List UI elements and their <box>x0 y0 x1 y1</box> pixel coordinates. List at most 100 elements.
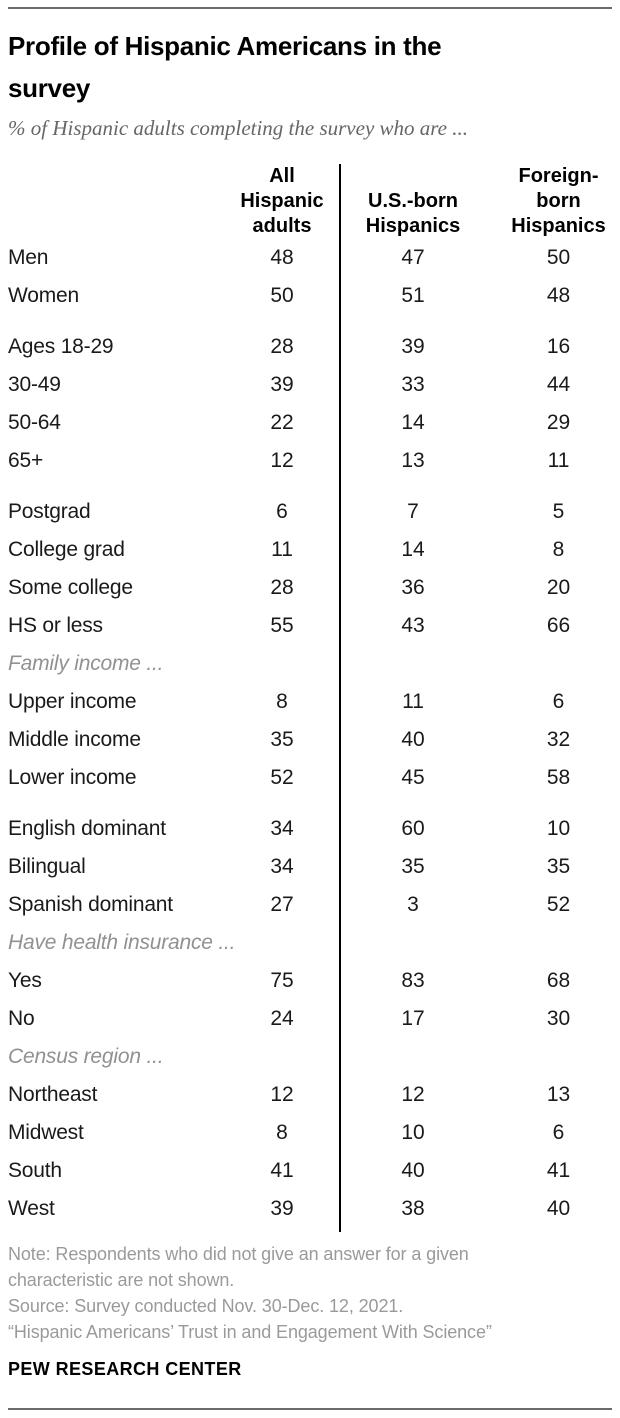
cell-value: 28 <box>270 576 294 599</box>
table-row: English dominant 34 60 10 <box>8 810 612 848</box>
cell-value: 22 <box>270 411 294 434</box>
table-row: Middle income 35 40 32 <box>8 721 612 759</box>
cell-value: 40 <box>546 1197 571 1220</box>
cell-value: 41 <box>270 1159 294 1182</box>
row-label: College grad <box>8 538 125 561</box>
cell-value: 48 <box>546 284 571 307</box>
cell-value: 8 <box>552 538 565 561</box>
row-label: English dominant <box>8 817 166 840</box>
row-label: Middle income <box>8 728 141 751</box>
cell-value: 50 <box>270 284 294 307</box>
cell-value: 7 <box>407 500 419 523</box>
cell-value: 38 <box>401 1197 425 1220</box>
cell-value: 51 <box>401 284 425 307</box>
row-label: 50-64 <box>8 411 61 434</box>
cell-value: 11 <box>402 690 424 713</box>
source-text: Source: Survey conducted Nov. 30-Dec. 12… <box>8 1296 404 1316</box>
cell-value: 14 <box>401 411 425 434</box>
table-row: Postgrad 6 7 5 <box>8 493 612 531</box>
cell-value: 30 <box>546 1007 571 1030</box>
cell-value: 75 <box>270 969 294 992</box>
cell-value: 28 <box>270 335 294 358</box>
cell-value: 14 <box>401 538 425 561</box>
cell-value: 45 <box>401 766 425 789</box>
row-label: Some college <box>8 576 133 599</box>
pew-research-center-logo: PEW RESEARCH CENTER <box>8 1359 242 1379</box>
cell-value: 35 <box>270 728 294 751</box>
profile-table: All Hispanic adults U.S.-born Hispanics Fo… <box>8 164 612 1232</box>
cell-value: 34 <box>270 817 294 840</box>
row-label: 30-49 <box>8 373 61 396</box>
row-label: Women <box>8 284 79 307</box>
cell-value: 43 <box>401 614 425 637</box>
cell-value: 6 <box>276 500 288 523</box>
table-row: 65+ 12 13 11 <box>8 442 612 480</box>
cell-value: 36 <box>401 576 425 599</box>
table-row: West 39 38 40 <box>8 1190 612 1228</box>
cell-value: 13 <box>546 1083 571 1106</box>
row-label: Upper income <box>8 690 137 713</box>
cell-value: 52 <box>270 766 294 789</box>
note-text: Note: Respondents who did not give an an… <box>8 1244 469 1290</box>
cell-value: 24 <box>270 1007 294 1030</box>
table-row: Men 48 47 50 <box>8 239 612 277</box>
cell-value: 12 <box>270 449 294 472</box>
cell-value: 34 <box>270 855 294 878</box>
table-row: Bilingual 34 35 35 <box>8 848 612 886</box>
top-rule <box>8 7 612 9</box>
cell-value: 48 <box>270 246 294 269</box>
cell-value: 5 <box>552 500 565 523</box>
section-label-row: Census region ... <box>8 1038 612 1076</box>
cell-value: 12 <box>401 1083 425 1106</box>
row-label: Ages 18-29 <box>8 335 114 358</box>
cell-value: 40 <box>401 1159 425 1182</box>
row-label: Yes <box>8 969 42 992</box>
table-row: Spanish dominant 27 3 52 <box>8 886 612 924</box>
cell-value: 6 <box>552 690 565 713</box>
cell-value: 55 <box>270 614 294 637</box>
row-label: South <box>8 1159 62 1182</box>
row-label: Northeast <box>8 1083 98 1106</box>
cell-value: 39 <box>401 335 425 358</box>
table-body: Men 48 47 50 Women 50 51 48 Ages 18-29 28 39 16 30-4… <box>8 239 612 1228</box>
report-title-quote: “Hispanic Americans’ Trust in and Engage… <box>8 1322 492 1342</box>
row-label: HS or less <box>8 614 103 637</box>
column-header: All Hispanic adults <box>240 165 324 237</box>
table-row: 50-64 22 14 29 <box>8 404 612 442</box>
cell-value: 10 <box>546 817 571 840</box>
row-label: Spanish dominant <box>8 893 173 916</box>
cell-value: 11 <box>547 449 570 472</box>
table-row: South 41 40 41 <box>8 1152 612 1190</box>
cell-value: 10 <box>401 1121 425 1144</box>
table-row: Some college 28 36 20 <box>8 569 612 607</box>
cell-value: 16 <box>546 335 571 358</box>
cell-value: 35 <box>546 855 571 878</box>
cell-value: 66 <box>546 614 571 637</box>
section-label-row: Family income ... <box>8 645 612 683</box>
table-row: Lower income 52 45 58 <box>8 759 612 797</box>
row-label: West <box>8 1197 55 1220</box>
cell-value: 52 <box>546 893 571 916</box>
table-header: All Hispanic adults U.S.-born Hispanics Fo… <box>8 164 612 239</box>
cell-value: 6 <box>552 1121 565 1144</box>
table-row: Yes 75 83 68 <box>8 962 612 1000</box>
cell-value: 27 <box>270 893 294 916</box>
table-row: Ages 18-29 28 39 16 <box>8 328 612 366</box>
cell-value: 35 <box>401 855 425 878</box>
cell-value: 47 <box>401 246 425 269</box>
column-header: U.S.-born Hispanics <box>365 190 461 237</box>
table-row: Midwest 8 10 6 <box>8 1114 612 1152</box>
cell-value: 3 <box>407 893 419 916</box>
cell-value: 44 <box>546 373 571 396</box>
cell-value: 60 <box>401 817 425 840</box>
cell-value: 20 <box>546 576 571 599</box>
bottom-rule <box>8 1408 612 1410</box>
table-row: Northeast 12 12 13 <box>8 1076 612 1114</box>
row-label: Family income ... <box>8 652 164 675</box>
cell-value: 33 <box>401 373 425 396</box>
row-label: Bilingual <box>8 855 86 878</box>
cell-value: 83 <box>401 969 425 992</box>
cell-value: 39 <box>270 1197 294 1220</box>
table-row: No 24 17 30 <box>8 1000 612 1038</box>
